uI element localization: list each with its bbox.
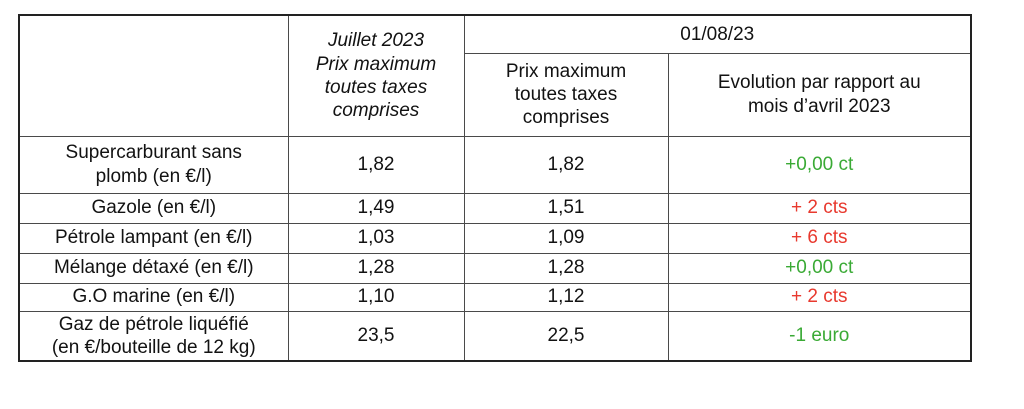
table-row: Gazole (en €/l) 1,49 1,51 + 2 cts bbox=[18, 192, 972, 224]
price-aout-cell: 1,09 bbox=[463, 222, 669, 254]
header-row-sub: Prix maximum toutes taxes comprises Evol… bbox=[19, 52, 972, 137]
row-label-cell: G.O marine (en €/l) bbox=[18, 282, 289, 312]
juillet-header-line: toutes taxes bbox=[324, 76, 428, 98]
table-row: Supercarburant sans plomb (en €/l) 1,82 … bbox=[18, 135, 972, 194]
evolution-cell: +0,00 ct bbox=[667, 252, 972, 284]
price-juillet-cell: 1,03 bbox=[287, 222, 465, 254]
row-label-cell: Gazole (en €/l) bbox=[18, 192, 289, 224]
price-juillet-cell: 23,5 bbox=[287, 310, 465, 362]
evolution-cell: +0,00 ct bbox=[667, 135, 972, 194]
column-group-header-date: 01/08/23 bbox=[463, 14, 972, 54]
price-aout-cell: 1,28 bbox=[463, 252, 669, 284]
header-row-top: Juillet 2023 Prix maximum toutes taxes c… bbox=[18, 14, 972, 137]
row-label-line: Mélange détaxé (en €/l) bbox=[53, 257, 254, 279]
evolution-cell: + 2 cts bbox=[667, 282, 972, 312]
row-label-line: Gazole (en €/l) bbox=[91, 197, 217, 219]
row-label-line: Supercarburant sans bbox=[65, 142, 242, 164]
row-label-line: Gaz de pétrole liquéfié bbox=[58, 313, 249, 335]
juillet-header-line: Prix maximum bbox=[315, 53, 437, 75]
table-row: Pétrole lampant (en €/l) 1,03 1,09 + 6 c… bbox=[18, 222, 972, 254]
row-label-line: G.O marine (en €/l) bbox=[72, 286, 236, 308]
price-aout-cell: 1,12 bbox=[463, 282, 669, 312]
prix-header-line: comprises bbox=[522, 107, 610, 129]
subcolumn-header-prix-maximum: Prix maximum toutes taxes comprises bbox=[463, 52, 669, 137]
price-aout-cell: 1,51 bbox=[463, 192, 669, 224]
evolution-cell: -1 euro bbox=[667, 310, 972, 362]
table-row: G.O marine (en €/l) 1,10 1,12 + 2 cts bbox=[18, 282, 972, 312]
price-aout-cell: 1,82 bbox=[463, 135, 669, 194]
evolution-cell: + 2 cts bbox=[667, 192, 972, 224]
prix-header-line: Prix maximum bbox=[505, 60, 627, 82]
row-label-cell: Pétrole lampant (en €/l) bbox=[18, 222, 289, 254]
row-label-line: (en €/bouteille de 12 kg) bbox=[51, 336, 256, 358]
corner-empty-cell bbox=[18, 14, 289, 137]
row-label-cell: Supercarburant sans plomb (en €/l) bbox=[18, 135, 289, 194]
table-row: Gaz de pétrole liquéfié (en €/bouteille … bbox=[18, 310, 972, 362]
column-header-juillet-2023: Juillet 2023 Prix maximum toutes taxes c… bbox=[287, 14, 465, 137]
table-row: Mélange détaxé (en €/l) 1,28 1,28 +0,00 … bbox=[18, 252, 972, 284]
prix-header-line: toutes taxes bbox=[514, 83, 618, 105]
evolution-cell: + 6 cts bbox=[667, 222, 972, 254]
row-label-cell: Gaz de pétrole liquéfié (en €/bouteille … bbox=[18, 310, 289, 362]
row-label-cell: Mélange détaxé (en €/l) bbox=[18, 252, 289, 284]
row-label-line: plomb (en €/l) bbox=[95, 165, 212, 187]
price-juillet-cell: 1,10 bbox=[287, 282, 465, 312]
evolution-header-line: mois d’avril 2023 bbox=[747, 95, 891, 117]
juillet-header-line: comprises bbox=[332, 99, 420, 121]
price-juillet-cell: 1,49 bbox=[287, 192, 465, 224]
price-juillet-cell: 1,82 bbox=[287, 135, 465, 194]
price-aout-cell: 22,5 bbox=[463, 310, 669, 362]
row-label-line: Pétrole lampant (en €/l) bbox=[55, 227, 253, 249]
fuel-prices-table: Juillet 2023 Prix maximum toutes taxes c… bbox=[18, 14, 972, 362]
subcolumn-header-evolution: Evolution par rapport au mois d’avril 20… bbox=[667, 52, 972, 137]
evolution-header-line: Evolution par rapport au bbox=[717, 72, 921, 94]
price-juillet-cell: 1,28 bbox=[287, 252, 465, 284]
juillet-header-line: Juillet 2023 bbox=[327, 30, 425, 52]
